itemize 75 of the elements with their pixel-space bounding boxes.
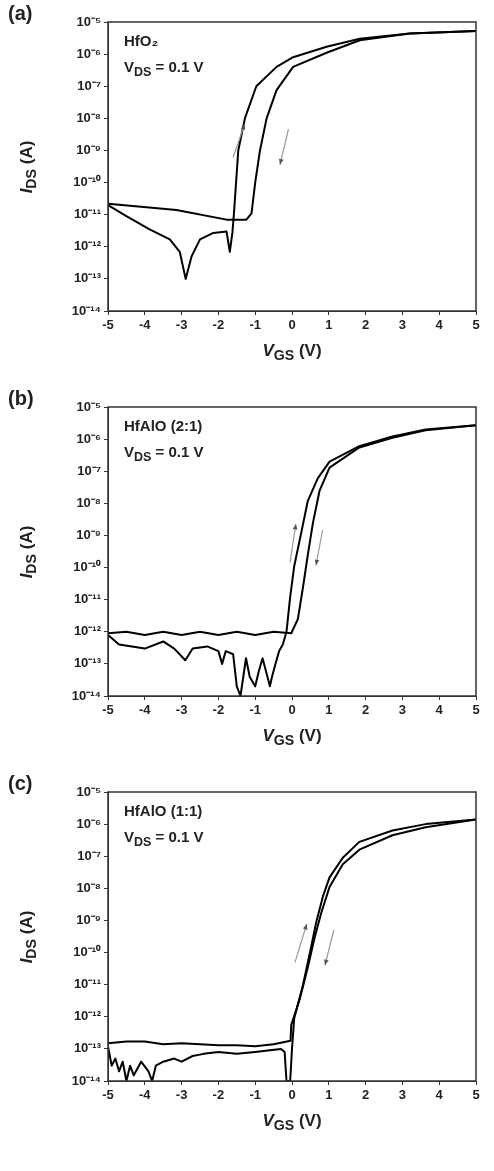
x-tick-label: -3 bbox=[175, 702, 188, 718]
x-tick-label: 5 bbox=[472, 1087, 480, 1103]
x-tick-label: 1 bbox=[325, 1087, 333, 1103]
x-tick-label: -2 bbox=[212, 1087, 225, 1103]
x-tick-label: 3 bbox=[398, 317, 407, 333]
y-tick-label: 10⁻¹⁰ bbox=[73, 174, 101, 190]
y-tick-label: 10⁻¹³ bbox=[73, 270, 102, 286]
x-tick-label: -5 bbox=[102, 317, 114, 333]
x-tick-label: 3 bbox=[398, 702, 407, 718]
x-tick-label: 1 bbox=[325, 702, 333, 718]
y-tick-label: 10⁻⁷ bbox=[77, 847, 101, 863]
annotation: HfAlO (2:1) bbox=[124, 417, 203, 434]
annotation: V$_{DS}$ = 0.1 V bbox=[124, 443, 204, 464]
x-tick-label: -3 bbox=[175, 1087, 188, 1103]
y-tick-label: 10⁻⁷ bbox=[77, 462, 101, 478]
x-tick-label: 0 bbox=[288, 702, 296, 718]
x-tick-label: -5 bbox=[102, 1087, 114, 1103]
y-tick-label: 10⁻¹¹ bbox=[73, 591, 101, 607]
x-axis-title: V$_{GS}$ (V) bbox=[262, 341, 322, 364]
y-tick-label: 10⁻⁵ bbox=[76, 13, 101, 29]
x-tick-label: -2 bbox=[212, 702, 225, 718]
y-tick-label: 10⁻⁷ bbox=[77, 77, 101, 93]
x-tick-label: 1 bbox=[325, 317, 333, 333]
x-tick-label: 5 bbox=[472, 702, 480, 718]
y-tick-label: 10⁻⁵ bbox=[76, 398, 101, 414]
x-tick-label: -1 bbox=[249, 702, 261, 718]
x-tick-label: 4 bbox=[435, 317, 444, 333]
x-tick-label: -4 bbox=[139, 702, 152, 718]
y-tick-label: 10⁻¹⁴ bbox=[71, 1072, 101, 1088]
y-tick-label: 10⁻¹⁴ bbox=[71, 687, 101, 703]
chart-title: (b) bbox=[8, 387, 34, 410]
annotation: V$_{DS}$ = 0.1 V bbox=[124, 828, 204, 849]
y-tick-label: 10⁻⁹ bbox=[76, 527, 101, 543]
y-tick-label: 10⁻¹⁴ bbox=[71, 302, 101, 318]
x-axis-title: V$_{GS}$ (V) bbox=[262, 726, 322, 749]
x-tick-label: 2 bbox=[361, 1087, 370, 1103]
y-tick-label: 10⁻⁹ bbox=[76, 142, 101, 158]
x-tick-label: -1 bbox=[249, 317, 261, 333]
x-tick-label: -2 bbox=[212, 317, 225, 333]
x-tick-label: 5 bbox=[472, 317, 480, 333]
y-tick-label: 10⁻⁸ bbox=[76, 879, 101, 895]
y-tick-label: 10⁻¹³ bbox=[73, 1040, 102, 1056]
x-tick-label: 2 bbox=[361, 317, 370, 333]
annotation: V$_{DS}$ = 0.1 V bbox=[124, 58, 204, 79]
x-axis-title: V$_{GS}$ (V) bbox=[262, 1111, 322, 1134]
x-tick-label: 2 bbox=[361, 702, 370, 718]
x-tick-label: 0 bbox=[288, 317, 296, 333]
y-tick-label: 10⁻⁶ bbox=[76, 815, 102, 831]
x-tick-label: -3 bbox=[175, 317, 188, 333]
chart-title: (c) bbox=[8, 772, 33, 795]
y-tick-label: 10⁻⁹ bbox=[76, 912, 101, 928]
x-tick-label: -4 bbox=[139, 317, 152, 333]
y-tick-label: 10⁻⁸ bbox=[76, 109, 101, 125]
y-tick-label: 10⁻¹² bbox=[73, 1008, 102, 1024]
y-tick-label: 10⁻⁶ bbox=[76, 430, 102, 446]
annotation: HfO₂ bbox=[124, 32, 159, 49]
y-tick-label: 10⁻¹⁰ bbox=[73, 559, 101, 575]
y-tick-label: 10⁻¹² bbox=[73, 623, 102, 639]
x-tick-label: 4 bbox=[435, 1087, 444, 1103]
x-tick-label: 3 bbox=[398, 1087, 407, 1103]
y-tick-label: 10⁻¹⁰ bbox=[73, 944, 101, 960]
y-tick-label: 10⁻⁸ bbox=[76, 494, 101, 510]
annotation: HfAlO (1:1) bbox=[124, 802, 203, 819]
x-tick-label: 0 bbox=[288, 1087, 296, 1103]
chart-title: (a) bbox=[8, 2, 33, 25]
y-tick-label: 10⁻⁶ bbox=[76, 45, 102, 61]
x-tick-label: -4 bbox=[139, 1087, 152, 1103]
y-tick-label: 10⁻¹¹ bbox=[73, 976, 101, 992]
x-tick-label: -1 bbox=[249, 1087, 261, 1103]
y-tick-label: 10⁻¹³ bbox=[73, 655, 102, 671]
y-tick-label: 10⁻⁵ bbox=[76, 783, 101, 799]
x-tick-label: -5 bbox=[102, 702, 114, 718]
x-tick-label: 4 bbox=[435, 702, 444, 718]
y-tick-label: 10⁻¹² bbox=[73, 238, 102, 254]
y-tick-label: 10⁻¹¹ bbox=[73, 206, 101, 222]
